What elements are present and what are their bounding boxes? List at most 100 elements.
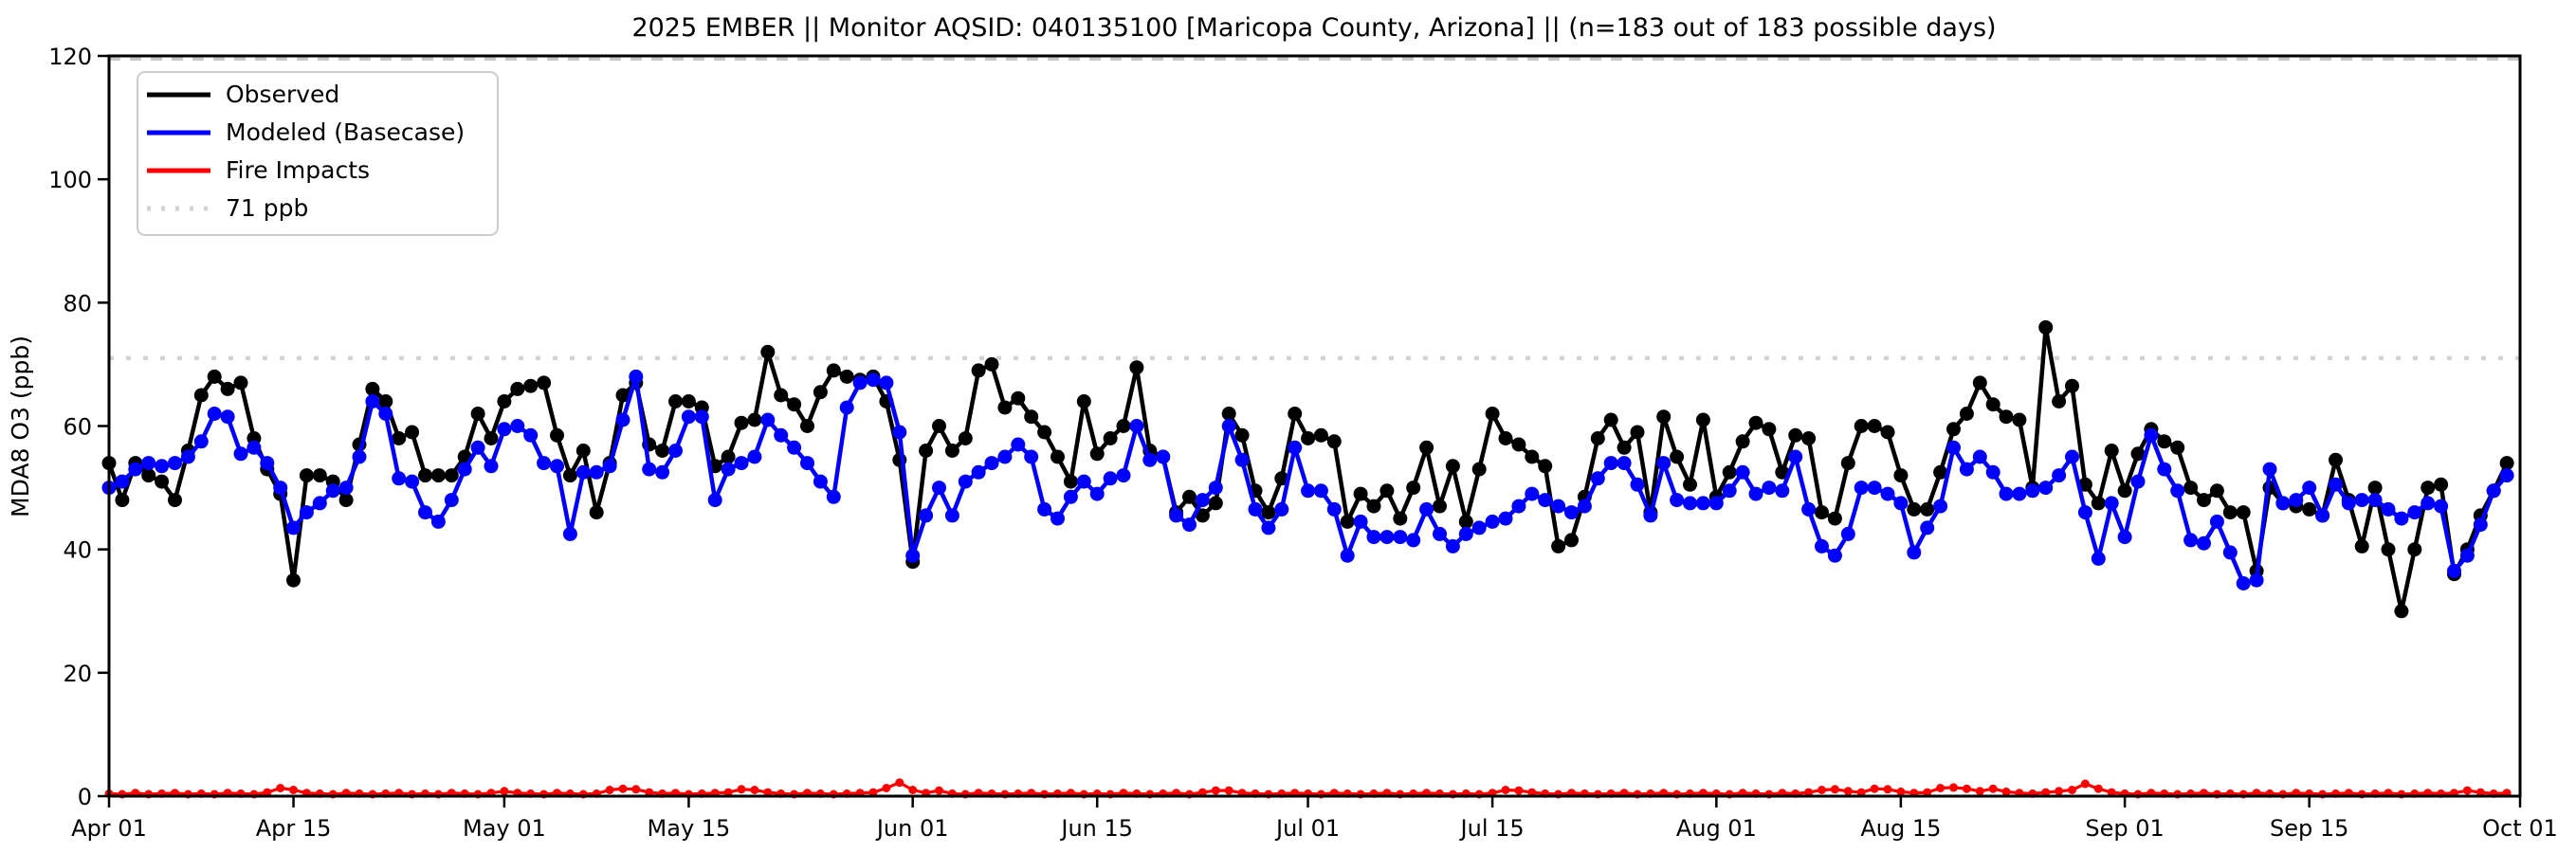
observed-series-point xyxy=(1393,511,1408,526)
modeled-series-point xyxy=(642,462,657,477)
fire-series-point xyxy=(1936,784,1946,792)
observed-series-point xyxy=(1959,407,1974,421)
observed-series-point xyxy=(575,444,591,458)
modeled-series-point xyxy=(168,456,182,471)
modeled-series-point xyxy=(852,375,868,390)
modeled-series-point xyxy=(1340,548,1355,563)
modeled-series-point xyxy=(1116,468,1131,483)
plot-axes: Apr 01 Apr 15 May 01 May 15 Jun 01 Jun 15 Jul … xyxy=(48,44,2558,842)
modeled-series-point xyxy=(1538,493,1553,508)
modeled-series-point xyxy=(602,459,617,474)
observed-series-point xyxy=(1748,415,1763,430)
fire-series-point xyxy=(2476,788,2485,797)
fire-series-point xyxy=(882,784,891,792)
modeled-series xyxy=(101,369,2514,590)
modeled-series-point xyxy=(1670,493,1685,508)
observed-series-point xyxy=(668,394,683,408)
fire-series-point xyxy=(2001,787,2011,796)
fire-series-point xyxy=(2462,786,2472,795)
x-tick-label: May 15 xyxy=(648,815,731,842)
observed-series-point xyxy=(2367,481,2383,496)
modeled-series-point xyxy=(2077,505,2092,520)
observed-series-point xyxy=(1630,425,1645,440)
modeled-series-point xyxy=(944,508,959,523)
x-tick-label: Jul 01 xyxy=(1274,815,1340,842)
modeled-series-point xyxy=(826,489,841,504)
fire-series-point xyxy=(500,787,509,796)
modeled-series-point xyxy=(1551,499,1566,514)
modeled-series-point xyxy=(1999,486,2014,501)
observed-series-point xyxy=(1458,514,1473,529)
modeled-series-point xyxy=(800,456,814,471)
x-tick-label: Apr 15 xyxy=(256,815,332,842)
fire-series-point xyxy=(1870,784,1879,793)
modeled-series-point xyxy=(1827,548,1842,563)
modeled-series-point xyxy=(1643,508,1658,523)
legend-observed-label: Observed xyxy=(226,81,339,108)
observed-series-point xyxy=(2434,477,2449,492)
observed-series-point xyxy=(155,474,170,489)
modeled-series-point xyxy=(1946,440,1961,455)
observed-series-point xyxy=(1735,434,1750,449)
y-tick-label: 80 xyxy=(63,290,92,317)
modeled-series-point xyxy=(2157,462,2172,477)
observed-series-point xyxy=(1538,459,1553,474)
fire-series-point xyxy=(1949,783,1958,792)
x-tick-label: Jul 15 xyxy=(1459,815,1525,842)
fire-series-point xyxy=(1896,787,1906,796)
modeled-series-point xyxy=(866,372,881,388)
observed-series-point xyxy=(497,394,512,408)
observed-series-point xyxy=(839,369,854,384)
modeled-series-point xyxy=(1788,449,1803,464)
observed-series-point xyxy=(1011,390,1026,406)
observed-series-point xyxy=(1920,501,1935,517)
observed-series-point xyxy=(2209,483,2224,499)
observed-series-point xyxy=(1274,471,1289,486)
modeled-series-point xyxy=(2052,468,2067,483)
observed-series-point xyxy=(1103,431,1118,445)
modeled-series-point xyxy=(1011,437,1026,452)
observed-series-point xyxy=(787,397,802,412)
observed-series-point xyxy=(141,468,156,483)
observed-series-point xyxy=(1037,425,1052,440)
modeled-series-point xyxy=(1471,520,1487,535)
modeled-series-point xyxy=(1683,496,1697,511)
modeled-series-point xyxy=(919,508,934,523)
modeled-series-point xyxy=(2289,493,2304,508)
modeled-series-point xyxy=(1274,501,1289,517)
fire-series-point xyxy=(631,785,641,794)
modeled-series-point xyxy=(141,456,156,471)
modeled-series-point xyxy=(2275,496,2291,511)
modeled-series-point xyxy=(312,496,327,511)
modeled-series-point xyxy=(1129,419,1144,433)
observed-series-point xyxy=(919,444,934,458)
observed-series-point xyxy=(2130,446,2146,462)
modeled-series-point xyxy=(1920,520,1935,535)
observed-series-point xyxy=(1234,427,1250,443)
modeled-series-point xyxy=(1261,520,1276,535)
observed-series-point xyxy=(760,344,776,359)
modeled-series-point xyxy=(1221,419,1236,433)
modeled-series-point xyxy=(958,474,973,489)
observed-series-point xyxy=(1366,499,1381,514)
modeled-series-point xyxy=(1182,517,1197,533)
observed-series-point xyxy=(2222,505,2238,520)
observed-series-point xyxy=(615,388,630,403)
observed-series-point xyxy=(1050,449,1065,464)
modeled-series-point xyxy=(1577,499,1592,514)
modeled-series-point xyxy=(1907,545,1922,560)
modeled-series-point xyxy=(1880,486,1895,501)
modeled-series-point xyxy=(352,449,367,464)
modeled-series-point xyxy=(470,440,485,455)
observed-series-point xyxy=(1695,412,1710,427)
fire-series-point xyxy=(1514,786,1524,795)
observed-series-point xyxy=(1301,431,1316,445)
modeled-series-point xyxy=(537,456,552,471)
observed-series-point xyxy=(1590,431,1605,445)
modeled-series-point xyxy=(734,456,749,471)
observed-series-point xyxy=(207,369,222,384)
modeled-series-point xyxy=(392,471,407,486)
modeled-series-point xyxy=(1156,449,1171,464)
modeled-series-point xyxy=(115,474,130,489)
